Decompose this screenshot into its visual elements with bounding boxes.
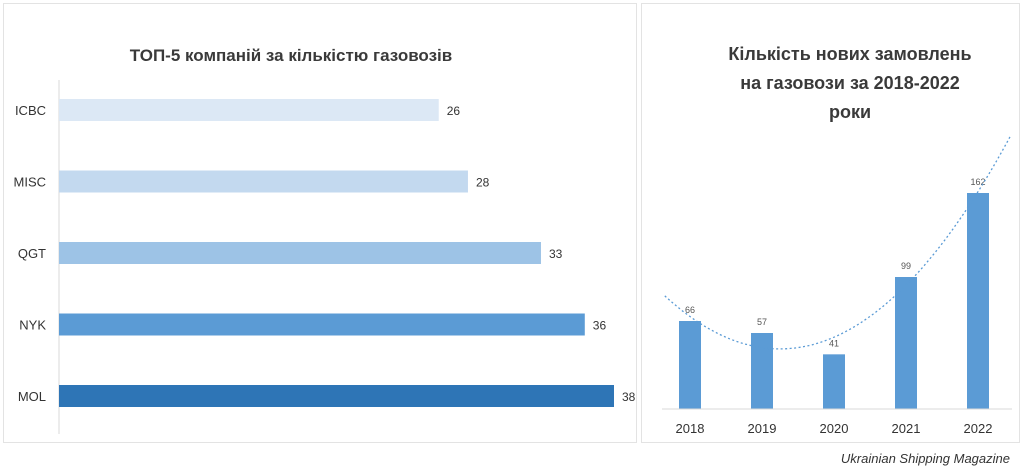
data-label-misc: 28 bbox=[476, 176, 490, 190]
bar-2020 bbox=[823, 354, 845, 409]
x-tick-label-2018: 2018 bbox=[676, 421, 705, 436]
x-tick-label-2020: 2020 bbox=[820, 421, 849, 436]
right-chart-panel: Кількість нових замовлень на газовози за … bbox=[641, 3, 1020, 443]
data-label-2018: 66 bbox=[685, 305, 695, 315]
chart-title-line-3: роки bbox=[829, 102, 871, 122]
chart-title-line-2: на газовози за 2018-2022 bbox=[740, 73, 960, 93]
bar-2018 bbox=[679, 321, 701, 409]
bar-2022 bbox=[967, 193, 989, 409]
data-label-2022: 162 bbox=[970, 177, 985, 187]
bar-qgt bbox=[59, 242, 541, 264]
bar-nyk bbox=[59, 313, 585, 336]
category-label-mol: MOL bbox=[18, 389, 46, 404]
category-label-misc: MISC bbox=[14, 175, 47, 190]
left-chart-panel: ТОП-5 компаній за кількістю газовозів ICB… bbox=[3, 3, 637, 443]
data-label-mol: 38 bbox=[622, 390, 636, 404]
category-label-qgt: QGT bbox=[18, 246, 46, 261]
data-label-icbc: 26 bbox=[447, 104, 461, 118]
category-label-icbc: ICBC bbox=[15, 103, 46, 118]
bar-2019 bbox=[751, 333, 773, 409]
x-tick-label-2019: 2019 bbox=[748, 421, 777, 436]
data-label-2020: 41 bbox=[829, 338, 839, 348]
chart-title-line-1: Кількість нових замовлень bbox=[728, 44, 971, 64]
source-caption: Ukrainian Shipping Magazine bbox=[840, 451, 1010, 466]
trendline bbox=[664, 135, 1011, 350]
bar-misc bbox=[59, 170, 468, 193]
bar-2021 bbox=[895, 277, 917, 409]
x-tick-label-2022: 2022 bbox=[964, 421, 993, 436]
category-label-nyk: NYK bbox=[19, 318, 46, 333]
bar-mol bbox=[59, 385, 614, 407]
data-label-qgt: 33 bbox=[549, 247, 563, 261]
bar-icbc bbox=[59, 99, 439, 121]
data-label-2019: 57 bbox=[757, 317, 767, 327]
chart-title: ТОП-5 компаній за кількістю газовозів bbox=[130, 46, 452, 65]
x-tick-label-2021: 2021 bbox=[892, 421, 921, 436]
data-label-nyk: 36 bbox=[593, 319, 607, 333]
companies-bar-chart: ТОП-5 компаній за кількістю газовозів ICB… bbox=[14, 46, 636, 434]
data-label-2021: 99 bbox=[901, 261, 911, 271]
orders-bar-chart: Кількість нових замовлень на газовози за … bbox=[662, 44, 1012, 436]
